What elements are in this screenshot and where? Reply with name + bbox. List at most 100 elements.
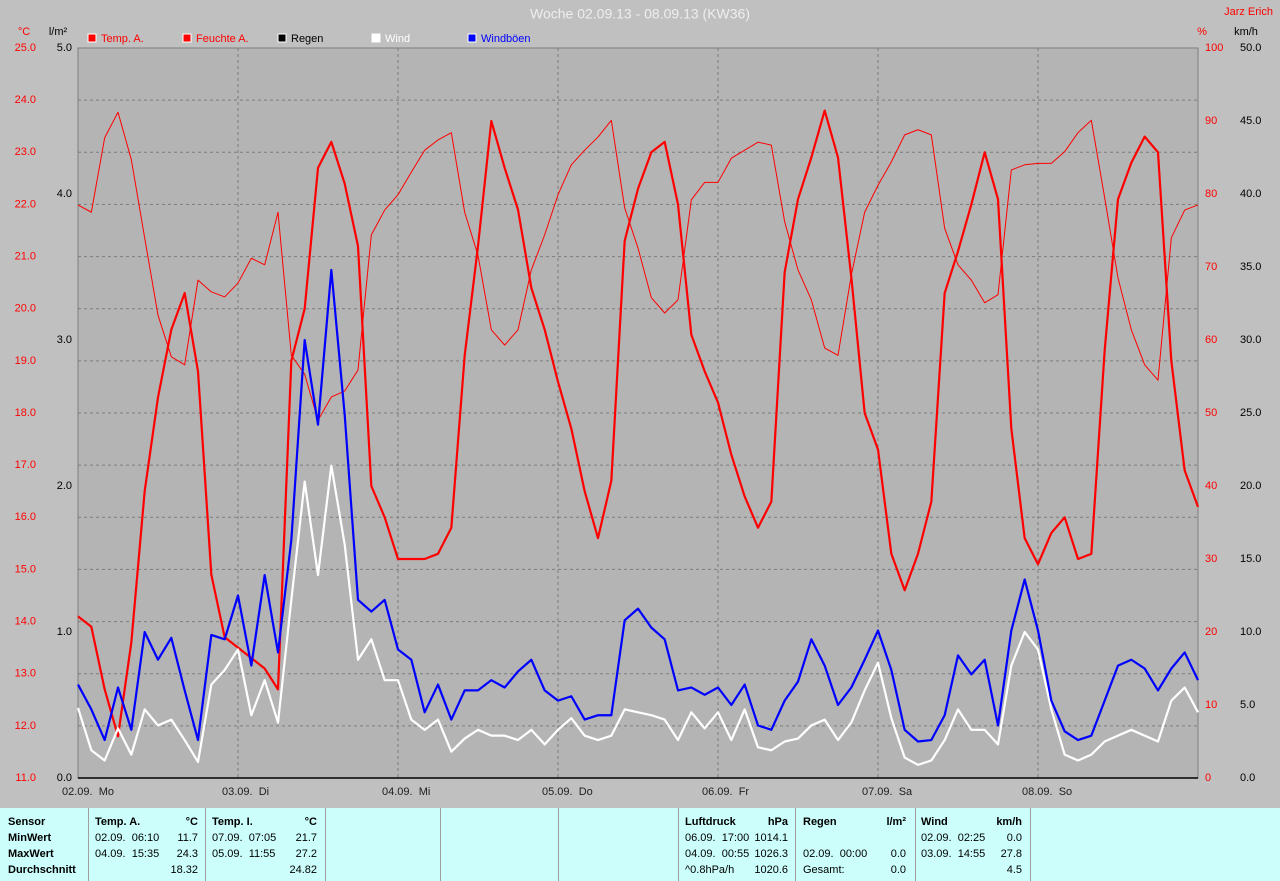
panel-unit: km/h [996,816,1022,828]
y-tick-label: 14.0 [15,615,36,627]
y4-tick-label: 40.0 [1240,188,1261,200]
y-tick-label: 11.0 [15,772,36,784]
legend-swatch [277,33,287,43]
stat-value: 1026.3 [754,848,788,860]
stat-value: 21.7 [295,832,317,844]
y3-tick-label: 80 [1205,188,1217,200]
x-tick-label: 08.09. So [1022,786,1072,798]
stat-time: Gesamt: [803,864,845,876]
y3-tick-label: 30 [1205,553,1217,565]
stat-time: 04.09. 00:55 [685,848,750,860]
stat-time: 05.09. 11:55 [212,848,276,860]
separator [678,808,679,881]
y4-tick-label: 20.0 [1240,480,1261,492]
stats-panel: Sensor MinWert MaxWert Durchschnitt Temp. A.… [0,808,1280,881]
y2-tick-label: 4.0 [57,188,72,200]
grid [78,47,1198,779]
stat-time: 02.09. 02:25 [921,832,986,844]
y2-tick-label: 1.0 [57,626,72,638]
stat-value: 24.3 [176,848,198,860]
panel-title: Temp. A. [95,816,141,828]
series-line [77,111,1199,421]
lines [76,109,1200,779]
row-label: Sensor [8,816,46,828]
y2-axis-unit: l/m² [49,26,68,38]
y3-tick-label: 50 [1205,407,1217,419]
y-tick-label: 19.0 [15,355,36,367]
stat-value: 24.82 [289,864,317,876]
panel-unit: °C [185,816,198,828]
panel-title: Wind [921,816,948,828]
y4-tick-label: 0.0 [1240,772,1255,784]
panel-unit: °C [304,816,317,828]
y3-tick-label: 90 [1205,115,1217,127]
stat-value: 0.0 [1006,832,1022,844]
y-tick-label: 18.0 [15,407,36,419]
separator [440,808,441,881]
y3-tick-label: 100 [1205,42,1223,54]
y4-tick-label: 15.0 [1240,553,1261,565]
legend-swatch [371,33,381,43]
y4-tick-label: 50.0 [1240,42,1261,54]
stat-time: ^0.8hPa/h [685,864,735,876]
panel-unit: hPa [767,816,788,828]
panel-title: Luftdruck [685,816,736,828]
panel-title: Regen [803,816,837,828]
panel-unit: l/m² [886,816,906,828]
legend-label: Wind [385,33,410,45]
x-tick-label: 06.09. Fr [702,786,749,798]
series-line [77,268,1199,743]
y-tick-label: 15.0 [15,563,36,575]
y-tick-label: 12.0 [15,720,36,732]
stat-time: 03.09. 14:55 [921,848,986,860]
y4-tick-label: 30.0 [1240,334,1261,346]
y-tick-label: 16.0 [15,511,36,523]
stat-value: 4.5 [1006,864,1022,876]
separator [795,808,796,881]
legend-swatch [182,33,192,43]
y3-tick-label: 70 [1205,261,1217,273]
y-tick-label: 23.0 [15,146,36,158]
series-line [76,464,1199,766]
y4-tick-label: 25.0 [1240,407,1261,419]
y-tick-label: 20.0 [15,303,36,315]
y-tick-label: 25.0 [15,42,36,54]
stat-value: 0.0 [890,848,906,860]
row-label: MinWert [8,832,52,844]
y3-tick-label: 40 [1205,480,1217,492]
series-line [77,109,1200,738]
y-tick-label: 13.0 [15,668,36,680]
y4-tick-label: 10.0 [1240,626,1261,638]
y-tick-label: 21.0 [15,250,36,262]
stat-value: 18.32 [170,864,198,876]
row-label: MaxWert [8,848,54,860]
legend-swatch [467,33,477,43]
y3-tick-label: 60 [1205,334,1217,346]
y2-tick-label: 2.0 [57,480,72,492]
panel-title: Temp. I. [212,816,253,828]
stat-value: 1014.1 [754,832,788,844]
stat-value: 27.8 [1000,848,1022,860]
stat-value: 11.7 [177,832,198,844]
separator [558,808,559,881]
stat-time: 06.09. 17:00 [685,832,750,844]
chart: Woche 02.09.13 - 08.09.13 (KW36) Jarz Er… [15,6,1273,798]
stat-value: 1020.6 [754,864,788,876]
y3-tick-label: 0 [1205,772,1211,784]
y2-tick-label: 5.0 [57,42,72,54]
y-tick-label: 17.0 [15,459,36,471]
legend-swatch [87,33,97,43]
y4-tick-label: 45.0 [1240,115,1261,127]
y-axis-unit: °C [18,26,30,38]
stat-value: 27.2 [295,848,317,860]
legend-label: Feuchte A. [196,33,249,45]
x-tick-label: 02.09. Mo [62,786,114,798]
author: Jarz Erich [1224,6,1273,18]
y-tick-label: 22.0 [15,198,36,210]
stat-time: 02.09. 06:10 [95,832,160,844]
legend-label: Temp. A. [101,33,144,45]
x-tick-label: 04.09. Mi [382,786,430,798]
y2-tick-label: 0.0 [57,772,72,784]
stat-time: 02.09. 00:00 [803,848,868,860]
